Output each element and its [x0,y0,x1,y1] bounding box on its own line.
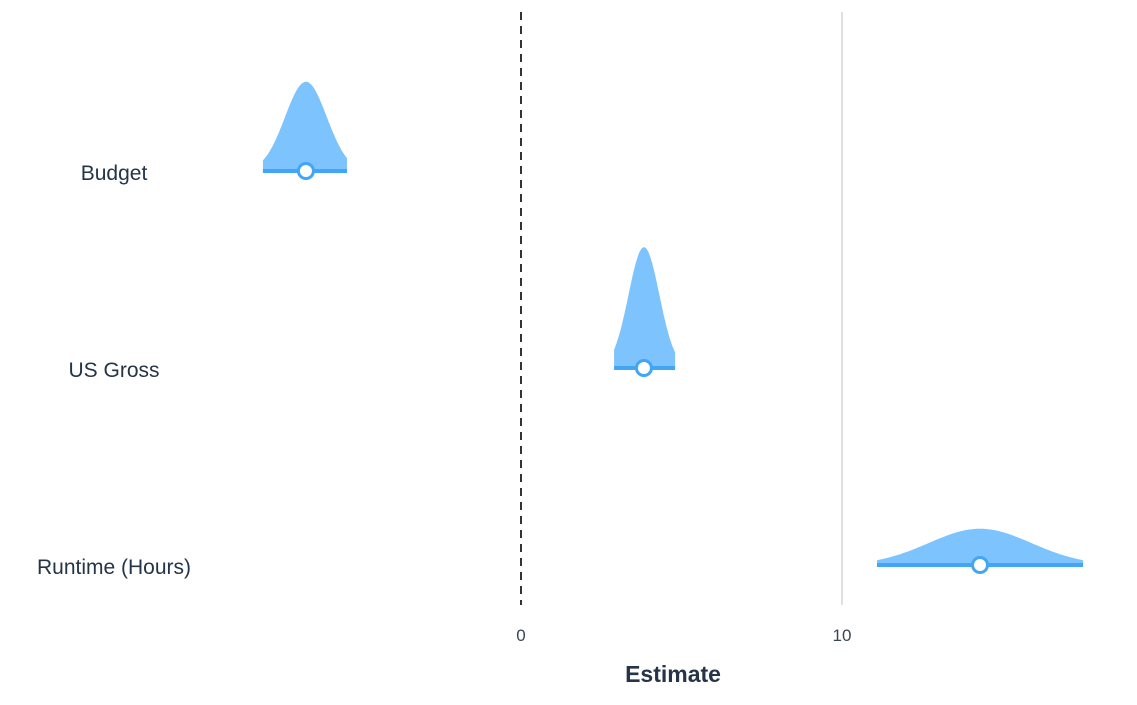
x-axis-label: Estimate [625,661,721,687]
density-area [614,247,676,368]
row-runtime-hours-: Runtime (Hours) [37,528,1084,579]
point-estimate [634,359,653,377]
row-label: US Gross [68,359,159,382]
x-tick-label: 0 [516,626,525,645]
row-us-gross: US Gross [68,247,676,382]
x-tick-label: 10 [833,626,852,645]
density-area [262,81,348,171]
row-label: Budget [81,162,148,185]
row-budget: Budget [81,81,348,185]
point-estimate [296,162,315,180]
density-area [876,528,1084,565]
row-label: Runtime (Hours) [37,556,191,579]
point-estimate [971,556,990,574]
